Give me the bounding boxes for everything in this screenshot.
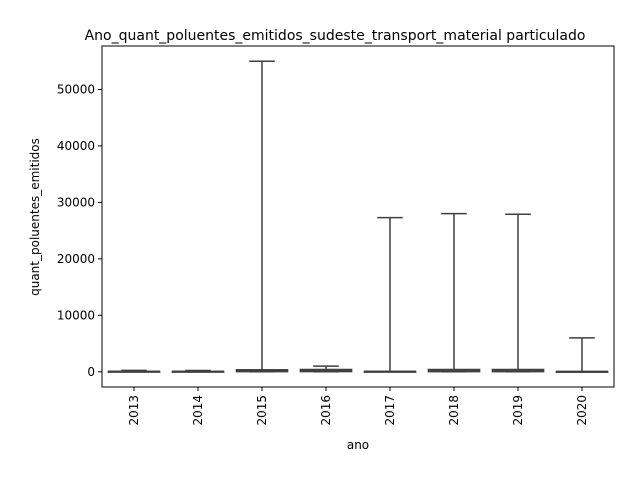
y-tick-label: 0 [87,365,95,379]
plot-frame [101,45,615,388]
y-tick-label: 10000 [57,308,95,322]
y-axis-label: quant_poluentes_emitidos [28,138,42,296]
y-tick-label: 30000 [57,195,95,209]
x-axis: 2013 2014 2015 2016 2017 2018 2019 2020 [127,387,589,426]
box-2017 [363,216,417,373]
x-tick-label: 2014 [191,395,205,426]
chart-title: Ano_quant_poluentes_emitidos_sudeste_tra… [85,28,586,44]
x-axis-label: ano [347,438,369,452]
y-tick-label: 40000 [57,139,95,153]
x-tick-label: 2020 [575,395,589,426]
x-tick-label: 2015 [255,395,269,426]
x-tick-label: 2018 [447,395,461,426]
y-tick-label: 20000 [57,252,95,266]
box-2020 [555,337,609,373]
plot-marks [107,60,609,373]
x-tick-label: 2019 [511,395,525,426]
box-2013 [107,369,161,373]
box-2016 [299,365,353,373]
y-axis: 0 10000 20000 30000 40000 50000 [57,82,102,379]
x-tick-label: 2013 [127,395,141,426]
box-2019 [491,213,545,373]
x-tick-label: 2016 [319,395,333,426]
y-tick-label: 50000 [57,82,95,96]
box-2014 [171,369,225,373]
box-2015 [235,60,289,373]
x-tick-label: 2017 [383,395,397,426]
box-2018 [427,212,481,373]
